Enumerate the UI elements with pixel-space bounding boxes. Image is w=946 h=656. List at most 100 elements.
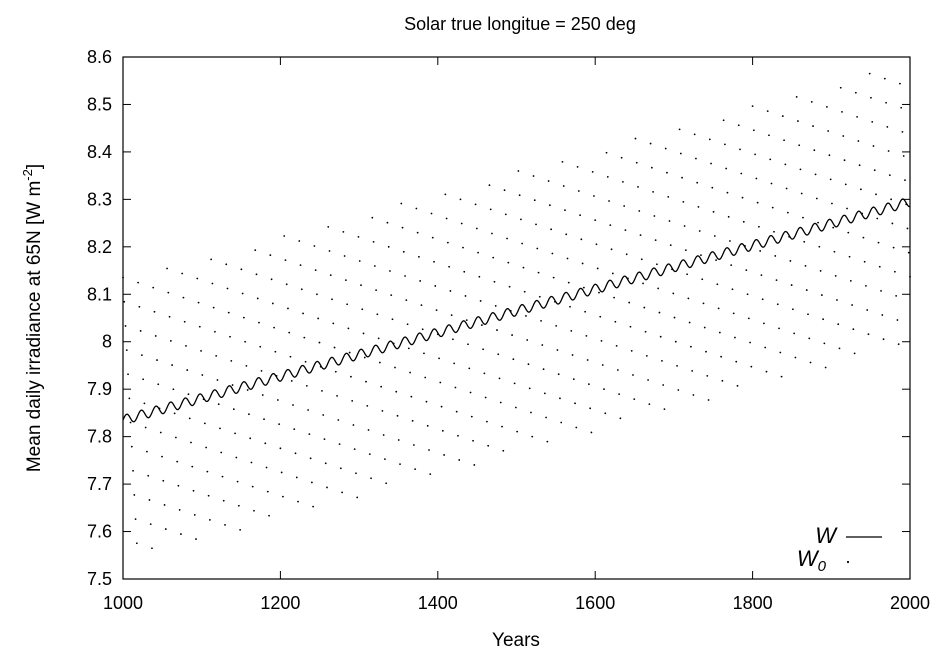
w0-point [440,405,443,408]
w0-point [239,529,242,531]
legend-label-w: W [815,523,838,548]
w0-point [167,291,170,294]
w0-point [429,473,432,476]
w0-point [303,336,306,339]
w0-point [742,220,745,223]
w0-point [329,274,332,277]
w0-point [784,163,787,166]
w0-point [229,335,231,338]
w0-point [196,277,199,280]
w0-point [259,345,262,348]
w0-point [501,425,503,428]
w0-point [508,285,511,288]
w0-point [705,350,707,353]
w0-point [693,133,696,136]
w0-point [472,439,474,442]
w0-point [348,351,351,354]
w0-point [887,150,890,152]
w0-point [614,320,617,323]
w0-point [414,468,417,471]
w0-point [857,140,860,142]
w0-point [588,383,590,386]
w0-point [774,255,777,257]
w0-point [207,494,210,497]
w0-point [661,359,663,362]
w0-point [342,230,345,233]
series-w-line [122,198,911,423]
w0-point [825,106,828,108]
w0-point [395,390,398,393]
w0-point [230,360,233,362]
w0-point [140,354,143,356]
w0-point [586,359,589,361]
w0-point [610,248,613,251]
w0-point [174,436,177,439]
w0-point [732,312,735,315]
w0-point [378,361,381,364]
w0-point [688,321,691,324]
w0-point [866,309,869,311]
w0-point [547,180,550,182]
w0-point [637,185,639,188]
w0-point [382,434,385,436]
chart-title: Solar true longitue = 250 deg [404,14,636,34]
w0-point [798,144,801,147]
w0-point [227,311,230,314]
w0-point [486,420,488,423]
w0-point [241,292,244,295]
w0-point [351,399,354,402]
w0-point [274,350,277,353]
w0-point [214,330,216,333]
w0-point [480,324,483,326]
w0-point [727,215,730,218]
w0-point [899,82,901,85]
w0-point [370,477,372,480]
w0-point [625,253,628,256]
w0-point [435,309,438,311]
w0-point [465,319,468,321]
w0-point [517,170,520,172]
w0-point [652,190,655,193]
w0-point [366,404,369,407]
w0-point [824,366,827,369]
w0-point [387,245,390,248]
w0-point [283,235,286,237]
w0-point [895,294,898,297]
w0-point [643,306,646,309]
w0-point [478,275,481,278]
w0-point [433,260,435,263]
w0-point [232,408,235,411]
w0-point [677,389,680,391]
w0-point [679,152,682,155]
w0-point [848,255,851,258]
w0-point [307,409,309,411]
w0-point [570,330,573,332]
y-tick-label: 8 [102,332,112,352]
w0-point [245,365,248,367]
w0-point [634,137,637,140]
w0-point [205,446,208,449]
w0-point [454,386,457,389]
w0-point [265,466,268,469]
w0-point [279,447,282,450]
w0-point [628,301,631,304]
w0-point [182,296,185,299]
w0-point [498,377,501,380]
w0-point [536,247,539,250]
w0-point [650,166,653,169]
w0-point [756,201,759,204]
w0-point [430,212,433,215]
w0-point [720,355,723,358]
w0-point [683,225,686,227]
w0-point [316,293,318,296]
w0-point [144,426,147,429]
legend-swatch-w0 [846,560,850,564]
w0-point [803,240,806,243]
w0-point [372,240,375,243]
w0-point [236,480,239,483]
w0-point [186,369,189,371]
w0-point [654,239,657,242]
w0-point [172,388,175,391]
y-tick-label: 8.6 [87,47,112,67]
